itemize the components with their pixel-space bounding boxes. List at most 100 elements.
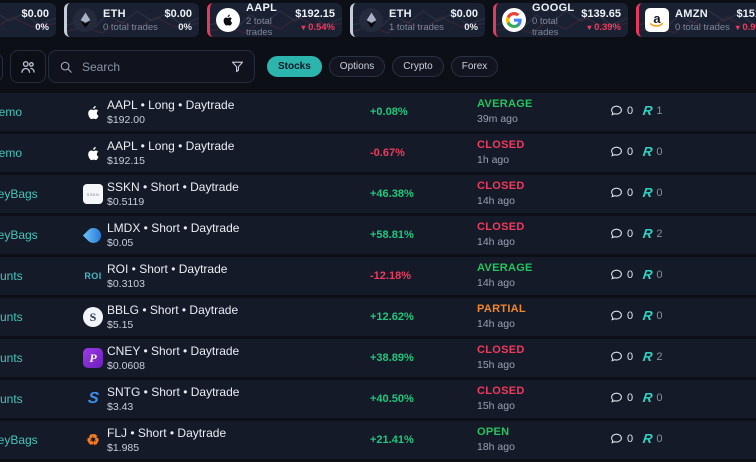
trade-price: $0.05 [107,237,134,249]
sntg-logo: S [86,390,100,407]
trade-row[interactable]: Blunts S SNTG • Short • Daytrade $3.43 +… [0,380,756,418]
users-button[interactable] [10,50,46,83]
repost-count: 2 [656,350,663,363]
trade-row[interactable]: MoneyBags LMDX • Short • Daytrade $0.05 … [0,216,756,254]
filter-tab-forex[interactable]: Forex [450,56,499,77]
ticker-card[interactable]: a AMZN 0 total trades $151. ▾ 0.9% [636,3,756,37]
trade-time: 39m ago [477,113,518,125]
flj-logo: ♻ [86,432,100,449]
trade-status: OPEN [477,426,510,438]
trade-time: 15h ago [477,400,515,412]
comments-button[interactable]: 0 [610,268,633,281]
repost-count: 0 [656,391,663,404]
trade-status: AVERAGE [477,262,533,274]
trade-username[interactable]: MoneyBags [0,433,38,447]
repost-count: 0 [656,309,663,322]
comments-button[interactable]: 0 [610,186,633,199]
repost-count: 0 [656,145,663,158]
ticker-card[interactable]: ETH 1 total trades $0.00 0% [350,3,485,37]
filter-tab-crypto[interactable]: Crypto [392,56,444,77]
repost-button[interactable]: R 0 [642,308,663,323]
trade-price: $3.43 [107,401,134,413]
filter-tab-options[interactable]: Options [328,56,386,77]
ticker-change: ▾ 0.9% [735,21,756,33]
trade-username[interactable]: Blunts [0,392,23,406]
trade-time: 14h ago [477,195,515,207]
trade-row[interactable]: MoneyBags SSKN SSKN • Short • Daytrade $… [0,175,756,213]
trade-username[interactable]: Blunts [0,351,23,365]
ticker-card[interactable]: AAPL 2 total trades $192.15 ▾ 0.54% [207,3,342,37]
comment-bubble-icon [611,228,622,239]
comments-button[interactable]: 0 [610,432,633,445]
ticker-card[interactable]: GOOGL 0 total trades $139.65 ▾ 0.39% [493,3,628,37]
trade-price: $0.5119 [107,196,145,208]
filter-tab-stocks[interactable]: Stocks [267,56,322,77]
repost-button[interactable]: R 1 [642,103,663,118]
trade-time: 14h ago [477,318,515,330]
apple-logo [82,142,104,164]
trade-username[interactable]: Demo [0,146,22,160]
trade-row[interactable]: Demo AAPL • Long • Daytrade $192.00 +0.0… [0,93,756,131]
trade-username[interactable]: Blunts [0,310,23,324]
trade-row[interactable]: Demo AAPL • Long • Daytrade $192.15 -0.6… [0,134,756,172]
ticker-total-trades: 0 total trades [532,16,559,37]
repost-icon: R [641,144,654,159]
search-icon [60,61,72,73]
comments-button[interactable]: 0 [610,104,633,117]
repost-button[interactable]: R 0 [641,144,663,159]
trade-price: $5.15 [107,319,134,331]
repost-icon: R [641,185,654,200]
eth-logo [359,8,383,32]
users-icon [21,60,35,73]
trade-row[interactable]: Blunts P CNEY • Short • Daytrade $0.0608… [0,339,756,377]
repost-button[interactable]: R 2 [641,226,663,241]
filter-funnel-icon[interactable] [230,59,245,74]
trade-username[interactable]: Demo [0,105,22,119]
ticker-card[interactable]: $0.00 0% [0,3,56,37]
trade-percent: +21.41% [370,434,414,446]
trade-percent: +38.89% [370,352,414,364]
comments-button[interactable]: 0 [610,350,633,363]
trade-row[interactable]: MoneyBags ♻ FLJ • Short • Daytrade $1.98… [0,421,756,459]
repost-button[interactable]: R 0 [642,267,663,282]
trade-row[interactable]: Blunts S BBLG • Short • Daytrade $5.15 +… [0,298,756,336]
repost-count: 0 [656,432,663,445]
trade-username[interactable]: Blunts [0,269,23,283]
filter-tab-label: Options [339,61,375,72]
repost-count: 0 [656,186,663,199]
filter-tab-label: Stocks [278,61,311,72]
ticker-card[interactable]: ETH 0 total trades $0.00 0% [64,3,199,37]
trade-title: FLJ • Short • Daytrade [107,426,227,440]
repost-button[interactable]: R 2 [642,349,663,364]
trade-username[interactable]: MoneyBags [0,228,38,242]
ticker-change: ▾ 0.39% [587,21,621,33]
comment-bubble-icon [611,351,622,362]
comments-button[interactable]: 0 [610,227,633,240]
repost-button[interactable]: R 0 [642,431,663,446]
comment-bubble-icon [611,433,622,444]
comments-button[interactable]: 0 [610,309,633,322]
trade-status: CLOSED [477,385,525,397]
trade-price: $1.985 [107,442,140,454]
trade-time: 15h ago [477,359,515,371]
comment-count: 0 [627,145,634,158]
trade-status: CLOSED [477,180,525,192]
toolbar: Stocks Options Crypto Forex [0,50,756,84]
lmdx-logo [82,224,104,246]
filter-tab-label: Crypto [403,61,433,72]
repost-button[interactable]: R 0 [642,390,663,405]
trade-row[interactable]: Blunts ROI ROI • Short • Daytrade $0.310… [0,257,756,295]
down-arrow-icon: ▾ [301,22,306,32]
search-input[interactable] [80,58,230,75]
ticker-symbol: AAPL [246,3,278,14]
trade-title: LMDX • Short • Daytrade [107,221,240,235]
repost-count: 0 [656,268,663,281]
repost-icon: R [641,226,654,241]
comments-button[interactable]: 0 [610,391,633,404]
ticker-change: 0% [35,21,49,33]
repost-count: 2 [656,227,663,240]
comments-button[interactable]: 0 [610,145,633,158]
trade-username[interactable]: MoneyBags [0,187,38,201]
trade-title: BBLG • Short • Daytrade [107,303,239,317]
repost-button[interactable]: R 0 [641,185,663,200]
